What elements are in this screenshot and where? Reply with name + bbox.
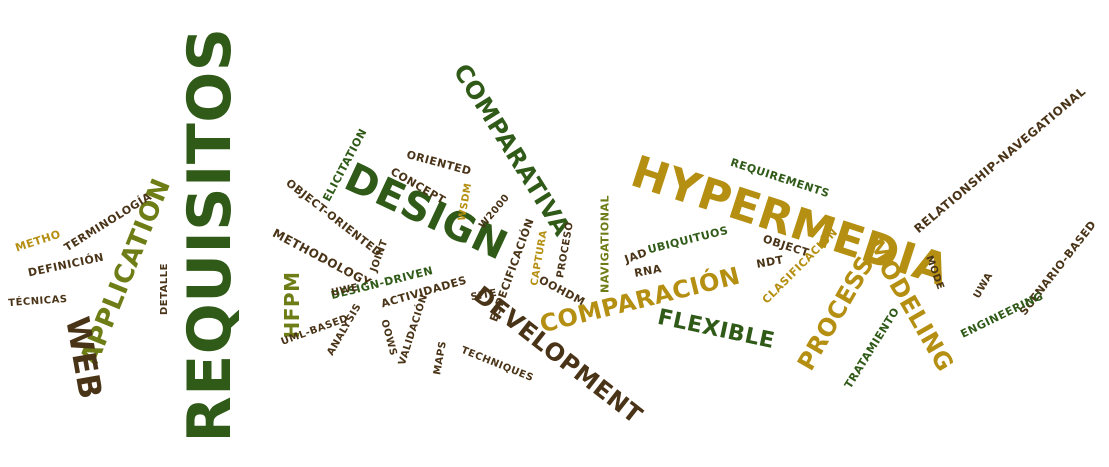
cloud-word-uwa: UWA xyxy=(971,270,996,301)
cloud-word-requisitos: REQUISITOS xyxy=(175,27,245,443)
cloud-word-definicion: DEFINICIÓN xyxy=(26,250,106,280)
cloud-word-detalle: DETALLE xyxy=(159,263,170,315)
cloud-word-engineering: ENGINEERING xyxy=(958,289,1046,341)
cloud-word-metho: METHO xyxy=(13,227,63,255)
cloud-word-flexible: FLEXIBLE xyxy=(655,304,777,355)
cloud-word-ndt: NDT xyxy=(755,253,785,271)
cloud-word-jad: JAD xyxy=(622,245,650,267)
cloud-word-ooms: OOWS xyxy=(378,318,399,358)
cloud-word-techniques: TECHNIQUES xyxy=(459,344,535,385)
cloud-word-navigational: NAVIGATIONAL xyxy=(598,195,612,293)
cloud-word-oriented: ORIENTED xyxy=(405,148,473,178)
cloud-word-tecnicas: TÉCNICAS xyxy=(7,293,68,310)
cloud-word-maps: MAPS xyxy=(432,340,449,376)
cloud-word-ubiquituos: UBIQUITUOS xyxy=(646,223,730,257)
cloud-word-oohdm: OOHDM xyxy=(536,273,588,309)
cloud-word-hfpm: HFPM xyxy=(280,271,304,339)
cloud-word-rna: RNA xyxy=(633,262,663,280)
cloud-word-tratamiento: TRATAMIENTO xyxy=(841,305,903,391)
cloud-word-relationship-navegational: RELATIONSHIP-NAVEGATIONAL xyxy=(911,84,1089,236)
